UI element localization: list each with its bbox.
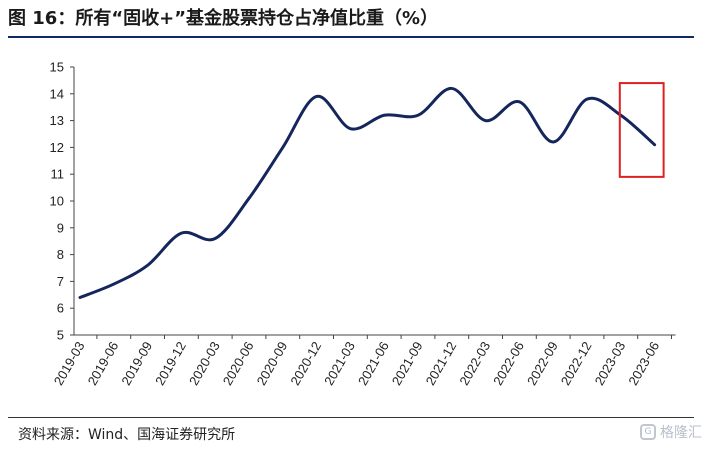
y-tick-label: 7 [57, 274, 64, 289]
title-rule [8, 36, 694, 38]
highlight-layer [618, 82, 665, 178]
source-rule [8, 417, 694, 418]
y-tick-label: 13 [50, 113, 64, 128]
y-tick-label: 11 [51, 167, 65, 182]
y-tick-label: 10 [50, 194, 64, 209]
x-tick-label: 2020-06 [220, 339, 257, 388]
x-tick-label: 2019-12 [152, 339, 189, 388]
y-tick-label: 14 [50, 86, 64, 101]
source-note: 资料来源：Wind、国海证券研究所 [18, 427, 236, 443]
x-tick-label: 2021-06 [355, 339, 392, 388]
series-layer [78, 86, 657, 299]
watermark-text: 格隆汇 [660, 425, 702, 441]
y-tick-label: 12 [50, 140, 64, 155]
x-tick-label: 2022-03 [456, 339, 493, 388]
y-tick-label: 15 [50, 60, 64, 75]
x-tick-label: 2019-09 [118, 339, 155, 388]
x-tick-label: 2020-12 [287, 339, 324, 388]
x-tick-labels: 2019-032019-062019-092019-122020-032020-… [51, 339, 662, 388]
x-tick-label: 2023-03 [592, 339, 629, 388]
series-line [78, 86, 657, 299]
x-tick-label: 2020-09 [254, 339, 291, 388]
x-tick-label: 2021-12 [423, 339, 460, 388]
chart-axes [70, 66, 676, 339]
x-tick-label: 2022-09 [524, 339, 561, 388]
y-tick-label: 8 [57, 247, 64, 262]
x-tick-label: 2019-03 [51, 339, 88, 388]
x-tick-label: 2022-12 [558, 339, 595, 388]
x-tick-label: 2020-03 [186, 339, 223, 388]
y-tick-label: 5 [57, 328, 64, 343]
x-tick-label: 2019-06 [85, 339, 122, 388]
chart-title: 图 16：所有“固收+”基金股票持仓占净值比重（%） [8, 8, 439, 29]
highlight-box [618, 82, 665, 178]
y-tick-label: 6 [57, 301, 64, 316]
x-tick-label: 2021-03 [321, 339, 358, 388]
watermark-logo-icon: G [640, 424, 656, 440]
y-tick-label: 9 [57, 220, 64, 235]
y-tick-labels: 5 6 7 8 9 10 11 12 13 14 15 [50, 60, 64, 343]
x-tick-label: 2021-09 [389, 339, 426, 388]
x-tick-label: 2022-06 [490, 339, 527, 388]
x-tick-label: 2023-06 [625, 339, 662, 388]
watermark: G 格隆汇 [640, 422, 702, 442]
